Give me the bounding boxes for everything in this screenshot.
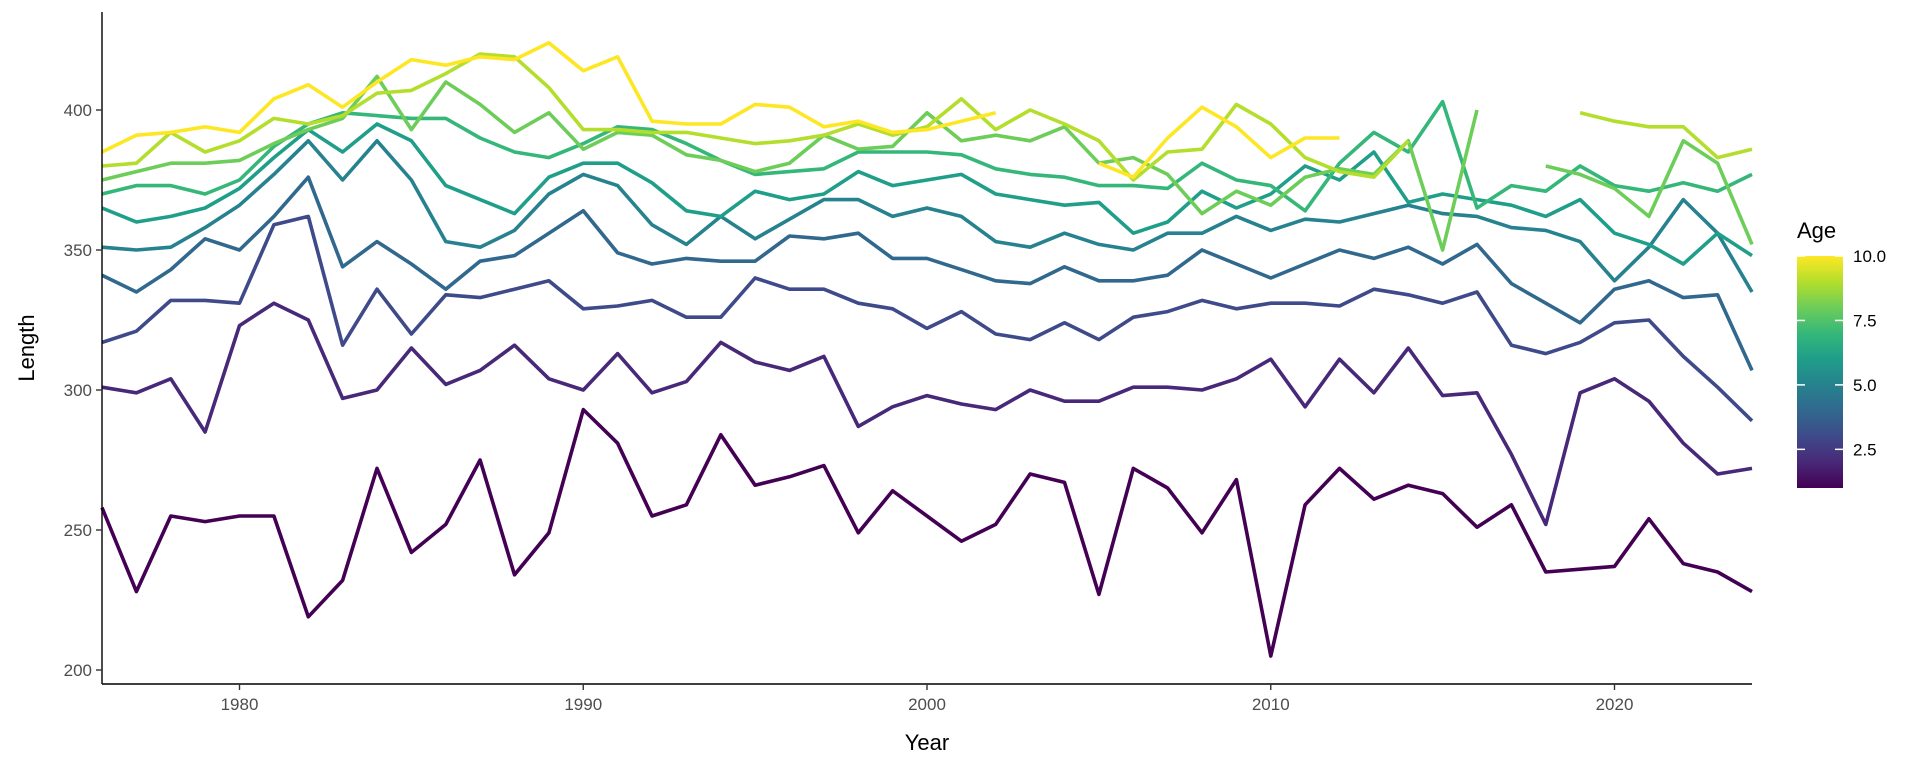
colorbar	[1797, 256, 1843, 488]
x-tick-label: 2000	[908, 695, 946, 714]
x-axis-ticks: 1980 1990 2000 2010 2020	[221, 684, 1634, 714]
series-line-age-4	[101, 175, 1754, 372]
y-axis-title: Length	[14, 314, 39, 381]
y-tick-label: 350	[64, 241, 92, 260]
colorbar-tick-label: 2.5	[1853, 440, 1877, 459]
colorbar-tick-label: 10.0	[1853, 247, 1886, 266]
y-tick-label: 300	[64, 381, 92, 400]
series-line-age-9-part-2	[1579, 111, 1753, 160]
y-tick-label: 400	[64, 101, 92, 120]
x-tick-label: 2020	[1596, 695, 1634, 714]
series-line-age-10-part-1	[101, 41, 997, 154]
colorbar-tick-label: 7.5	[1853, 311, 1877, 330]
y-tick-label: 250	[64, 521, 92, 540]
series-line-age-9-part-1	[101, 52, 1410, 182]
x-tick-label: 2010	[1252, 695, 1290, 714]
series-line-age-6	[101, 122, 1753, 266]
colorbar-ticks: 2.5 5.0 7.5 10.0	[1797, 247, 1886, 459]
y-axis-ticks: 200 250 300 350 400	[64, 101, 102, 680]
series-line-age-8-part-2	[1545, 139, 1754, 246]
series-line-age-10-part-2	[1098, 105, 1340, 179]
colorbar-legend: Age 2.5 5.0 7.5 10.0	[1797, 218, 1886, 488]
series-line-age-3	[101, 214, 1754, 423]
series-line-age-7	[101, 99, 1753, 213]
series-layer	[100, 41, 1754, 658]
series-line-age-8-part-1	[101, 74, 1479, 252]
series-line-age-5	[101, 139, 1754, 293]
x-tick-label: 1990	[564, 695, 602, 714]
x-tick-label: 1980	[221, 695, 259, 714]
series-line-age-1	[100, 407, 1753, 658]
series-line-age-2	[101, 301, 1753, 527]
x-axis-title: Year	[905, 730, 949, 755]
colorbar-tick-label: 5.0	[1853, 376, 1877, 395]
y-tick-label: 200	[64, 661, 92, 680]
legend-title: Age	[1797, 218, 1836, 243]
